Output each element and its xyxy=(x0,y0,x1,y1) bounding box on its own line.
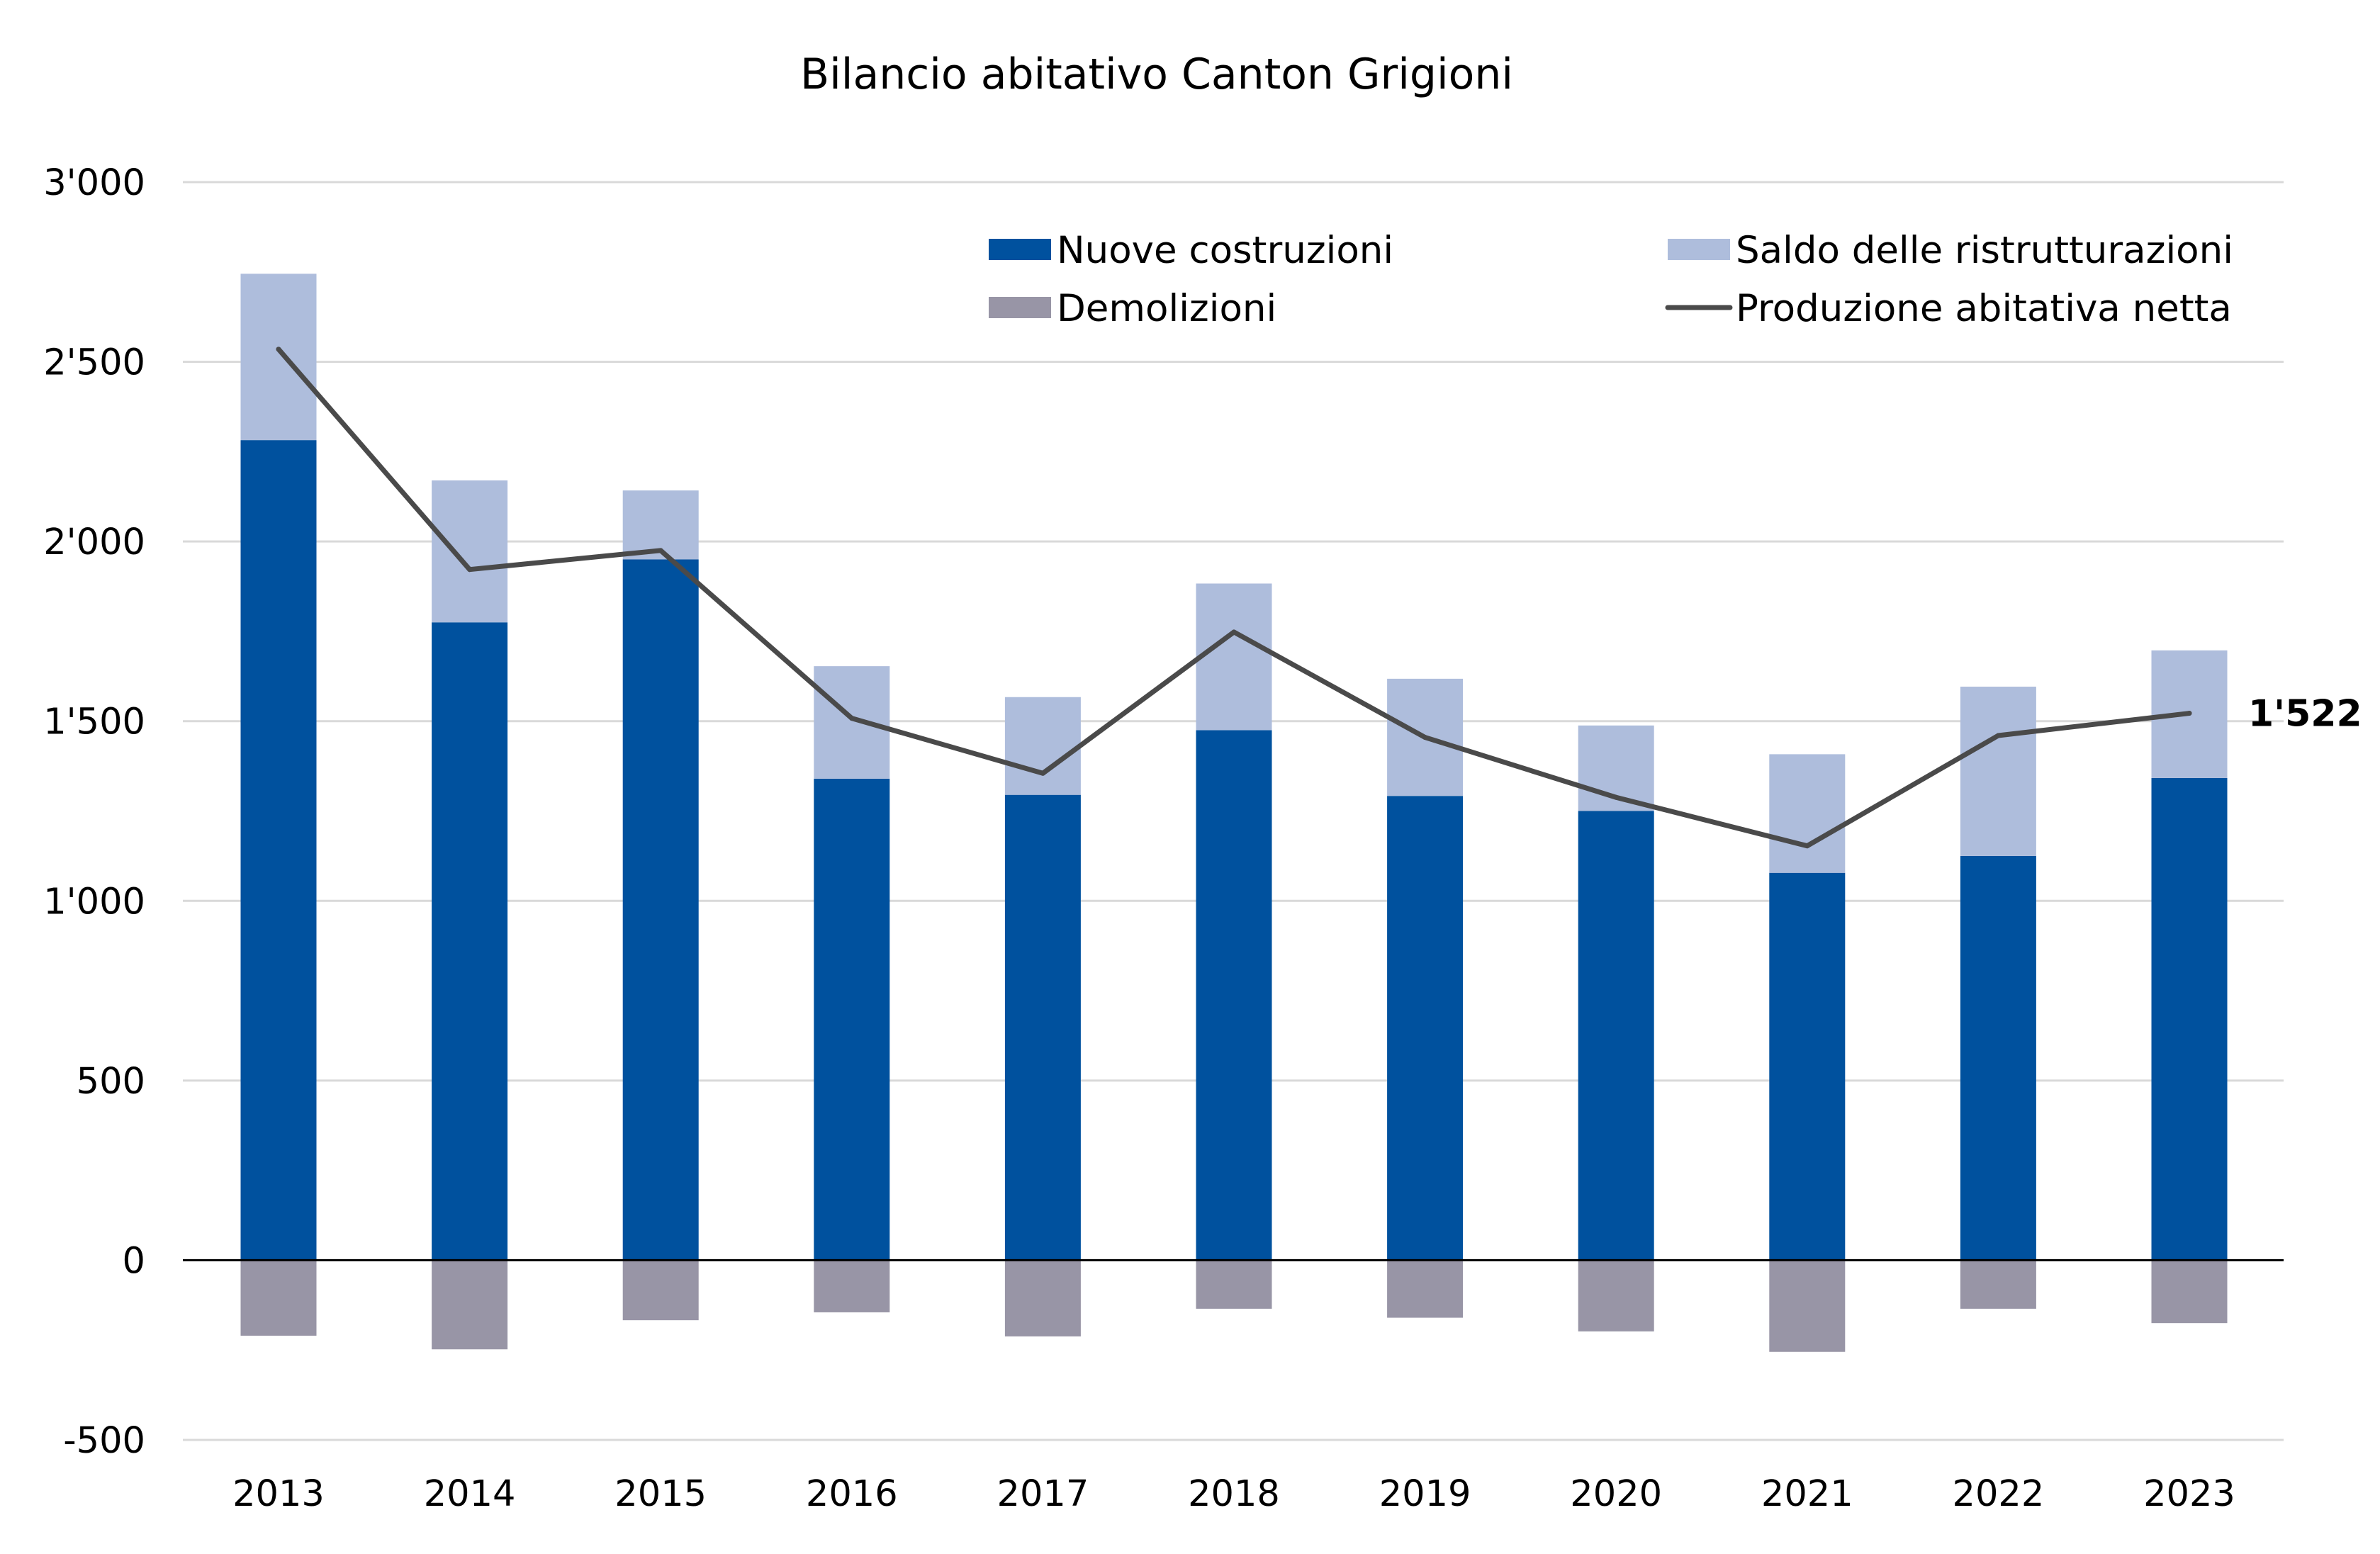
bar-saldo-ristrutturazioni xyxy=(1960,687,2036,856)
bar-nuove-costruzioni xyxy=(1387,796,1464,1261)
bar-nuove-costruzioni xyxy=(1578,811,1654,1261)
x-tick-label: 2019 xyxy=(1379,1473,1471,1515)
line-point xyxy=(1613,794,1619,800)
line-point xyxy=(467,567,473,573)
x-tick-label: 2017 xyxy=(997,1473,1089,1515)
legend-label: Saldo delle ristrutturazioni xyxy=(1736,229,2233,272)
bar-nuove-costruzioni xyxy=(1004,794,1081,1261)
line-point xyxy=(1040,770,1045,776)
data-label-net-2023: 1'522 xyxy=(2248,693,2362,736)
bar-nuove-costruzioni xyxy=(1769,872,1846,1261)
bar-nuove-costruzioni xyxy=(2151,777,2228,1261)
x-tick-label: 2014 xyxy=(424,1473,516,1515)
bars xyxy=(240,274,2228,1352)
bar-demolizioni xyxy=(1960,1260,2036,1309)
bar-demolizioni xyxy=(1004,1260,1081,1336)
legend-swatch xyxy=(989,239,1051,260)
x-axis-ticks: 2013 2014 2015 2016 2017 2018 2019 2020 2021 2022… xyxy=(232,1473,2235,1515)
legend: Nuove costruzioni Saldo delle ristruttura… xyxy=(989,229,2233,330)
bar-nuove-costruzioni xyxy=(622,559,699,1261)
line-point xyxy=(2187,711,2192,716)
x-tick-label: 2016 xyxy=(806,1473,898,1515)
line-point xyxy=(1804,843,1810,849)
legend-swatch xyxy=(1668,239,1730,260)
x-tick-label: 2022 xyxy=(1953,1473,2045,1515)
bar-saldo-ristrutturazioni xyxy=(622,490,699,560)
bar-saldo-ristrutturazioni xyxy=(1769,754,1846,873)
line-point xyxy=(658,548,663,553)
y-tick-label: 0 xyxy=(123,1240,145,1282)
bar-saldo-ristrutturazioni xyxy=(240,274,317,441)
y-tick-label: 2'500 xyxy=(43,342,145,384)
y-tick-label: 1'500 xyxy=(43,702,145,743)
net-production-line xyxy=(276,347,2192,849)
line-point xyxy=(1995,733,2001,738)
x-tick-label: 2015 xyxy=(614,1473,707,1515)
bar-demolizioni xyxy=(1196,1260,1272,1309)
bar-nuove-costruzioni xyxy=(814,778,890,1261)
line-point xyxy=(1231,629,1237,635)
y-tick-label: 2'000 xyxy=(43,522,145,563)
annotations: 1'522 xyxy=(2248,693,2362,736)
line-point xyxy=(276,347,281,352)
bar-demolizioni xyxy=(814,1260,890,1312)
bar-demolizioni xyxy=(1769,1260,1846,1352)
y-tick-label: 3'000 xyxy=(43,162,145,204)
y-tick-label: 1'000 xyxy=(43,881,145,923)
bar-nuove-costruzioni xyxy=(1196,730,1272,1261)
x-tick-label: 2023 xyxy=(2143,1473,2235,1515)
bar-demolizioni xyxy=(432,1260,508,1350)
bar-saldo-ristrutturazioni xyxy=(814,666,890,779)
y-axis-ticks: -500 0 500 1'000 1'500 2'000 2'500 3'000 xyxy=(43,162,145,1462)
bar-demolizioni xyxy=(1387,1260,1464,1318)
legend-label: Demolizioni xyxy=(1057,287,1276,330)
x-tick-label: 2013 xyxy=(232,1473,325,1515)
bar-nuove-costruzioni xyxy=(432,622,508,1261)
line-point xyxy=(1422,735,1428,741)
bar-demolizioni xyxy=(622,1260,699,1321)
bar-saldo-ristrutturazioni xyxy=(1004,697,1081,795)
chart-title: Bilancio abitativo Canton Grigioni xyxy=(800,50,1513,99)
bar-demolizioni xyxy=(240,1260,317,1336)
y-tick-label: -500 xyxy=(63,1420,145,1462)
legend-label: Nuove costruzioni xyxy=(1057,229,1393,272)
x-tick-label: 2020 xyxy=(1570,1473,1662,1515)
bar-nuove-costruzioni xyxy=(1960,855,2036,1261)
legend-label: Produzione abitativa netta xyxy=(1736,287,2232,330)
y-tick-label: 500 xyxy=(77,1061,145,1103)
x-tick-label: 2021 xyxy=(1761,1473,1853,1515)
x-tick-label: 2018 xyxy=(1188,1473,1280,1515)
bar-saldo-ristrutturazioni xyxy=(1196,583,1272,731)
bar-saldo-ristrutturazioni xyxy=(432,480,508,623)
line-point xyxy=(849,716,855,721)
legend-swatch xyxy=(989,297,1051,318)
bar-nuove-costruzioni xyxy=(240,440,317,1261)
bar-demolizioni xyxy=(1578,1260,1654,1331)
bar-demolizioni xyxy=(2151,1260,2228,1324)
